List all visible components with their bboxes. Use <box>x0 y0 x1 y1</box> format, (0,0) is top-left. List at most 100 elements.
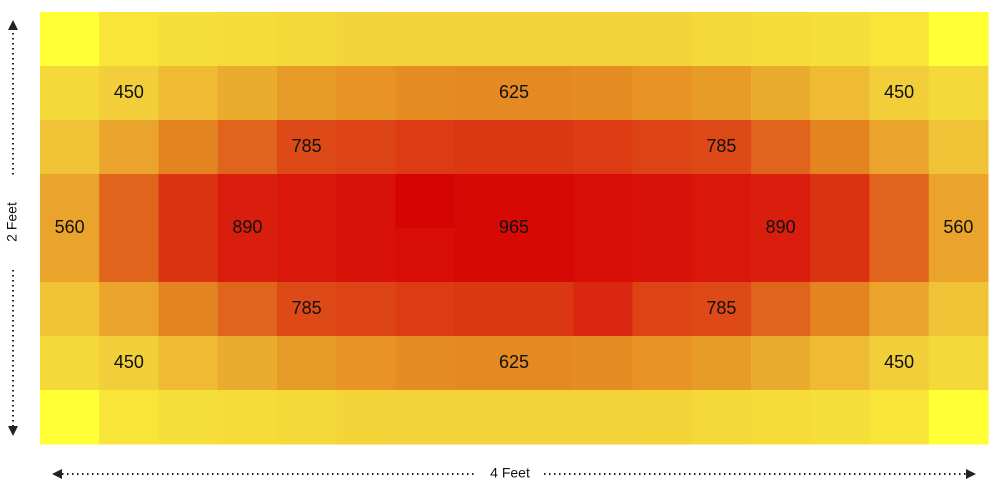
heatmap-cell <box>454 66 515 121</box>
heatmap-cell <box>691 228 752 283</box>
heatmap-cell <box>751 66 811 121</box>
heatmap-cell <box>514 120 574 175</box>
cell-label: 785 <box>292 136 322 156</box>
heatmap-cell <box>928 228 989 283</box>
heatmap-cell <box>336 120 396 175</box>
cell-label: 560 <box>55 217 85 237</box>
heatmap-cell <box>158 12 219 67</box>
heatmap-cell <box>99 282 159 337</box>
heatmap-cell <box>632 228 693 283</box>
cell-label: 890 <box>766 217 796 237</box>
heatmap-cell <box>751 390 811 445</box>
heatmap-cell <box>573 66 633 121</box>
heatmap-cell <box>928 120 989 175</box>
heatmap-cell <box>573 228 633 283</box>
heatmap-cell <box>158 390 219 445</box>
heatmap-cell <box>454 174 515 229</box>
heatmap-cell <box>99 390 159 445</box>
heatmap-cell <box>395 66 456 121</box>
heatmap-cell <box>336 66 396 121</box>
heatmap-cell <box>277 12 337 67</box>
heatmap-cell <box>810 390 870 445</box>
heatmap-cell <box>277 282 337 337</box>
heatmap-cell <box>99 12 159 67</box>
heatmap-cell <box>99 228 159 283</box>
heatmap-cell <box>573 120 633 175</box>
heatmap-cell <box>928 66 989 121</box>
heatmap-cell <box>632 336 693 391</box>
heatmap-cell <box>217 12 278 67</box>
heatmap-cell <box>454 390 515 445</box>
heatmap-cell <box>691 120 752 175</box>
heatmap-cell <box>277 174 337 229</box>
heatmap-cell <box>40 12 100 67</box>
heatmap-cell <box>217 282 278 337</box>
heatmap-cell <box>336 390 396 445</box>
heatmap-cell <box>573 336 633 391</box>
heatmap-cell <box>514 228 574 283</box>
heatmap-cell <box>573 282 633 337</box>
heatmap-cell <box>158 66 219 121</box>
heatmap-cell <box>40 390 100 445</box>
heatmap-cell <box>810 174 870 229</box>
heatmap-cell <box>573 12 633 67</box>
heatmap-cell <box>751 12 811 67</box>
heatmap-cell <box>691 66 752 121</box>
heatmap-cell <box>40 120 100 175</box>
heatmap-cell <box>810 228 870 283</box>
heatmap-cell <box>514 12 574 67</box>
heatmap-cell <box>810 12 870 67</box>
heatmap-cell <box>217 390 278 445</box>
heatmap-cell <box>454 282 515 337</box>
y-axis-label: 2 Feet <box>4 202 20 242</box>
heatmap-cell <box>277 336 337 391</box>
heatmap-cell <box>336 174 396 229</box>
heatmap-cell <box>277 390 337 445</box>
heatmap <box>40 12 989 445</box>
heatmap-cell <box>40 174 100 229</box>
cell-label: 450 <box>114 82 144 102</box>
heatmap-cell <box>99 174 159 229</box>
heatmap-cell <box>158 282 219 337</box>
heatmap-cell <box>632 120 693 175</box>
heatmap-cell <box>158 120 219 175</box>
heatmap-cell <box>514 66 574 121</box>
x-dimension-arrow <box>52 469 976 479</box>
heatmap-cell <box>810 282 870 337</box>
heatmap-cell <box>691 336 752 391</box>
heatmap-cell <box>99 66 159 121</box>
heatmap-cell <box>751 228 811 283</box>
heatmap-cell <box>454 120 515 175</box>
heatmap-cell <box>336 282 396 337</box>
heatmap-cell <box>217 174 278 229</box>
heatmap-cell <box>810 120 870 175</box>
heatmap-cell <box>514 336 574 391</box>
cell-label: 450 <box>884 352 914 372</box>
heatmap-cell <box>869 120 930 175</box>
heatmap-cell <box>395 120 456 175</box>
cell-labels: 450 625 450 785 785 560 890 965 890 560 785 785 450 6… <box>55 82 974 372</box>
heatmap-cell <box>573 390 633 445</box>
heatmap-cell <box>395 12 456 67</box>
heatmap-cell <box>928 12 989 67</box>
heatmap-cell <box>632 12 693 67</box>
heatmap-cell <box>751 336 811 391</box>
heatmap-cell <box>810 336 870 391</box>
x-axis-label: 4 Feet <box>490 465 530 481</box>
heatmap-cell <box>99 120 159 175</box>
heatmap-cell <box>691 174 752 229</box>
heatmap-cell <box>99 336 159 391</box>
heatmap-cell <box>869 282 930 337</box>
heatmap-cell <box>751 120 811 175</box>
heatmap-cell <box>395 228 456 283</box>
heatmap-cell <box>810 66 870 121</box>
heatmap-cell <box>869 66 930 121</box>
heatmap-cell <box>217 228 278 283</box>
heatmap-cell <box>158 174 219 229</box>
heatmap-cell <box>869 174 930 229</box>
heatmap-cell <box>277 228 337 283</box>
heatmap-cell <box>277 66 337 121</box>
heatmap-cell <box>691 282 752 337</box>
heatmap-cell <box>514 390 574 445</box>
heatmap-cell <box>454 336 515 391</box>
